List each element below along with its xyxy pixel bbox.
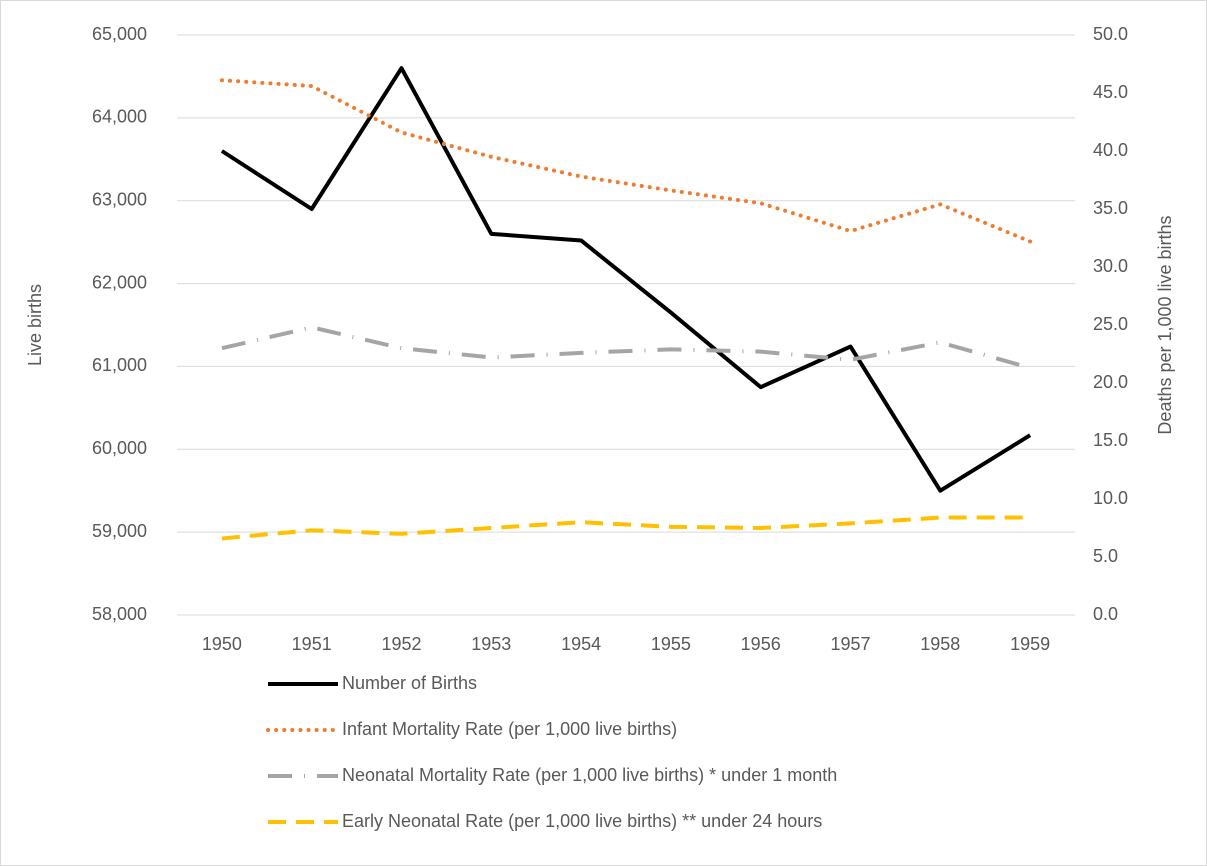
series-line bbox=[220, 66, 1032, 493]
y-tick-label: 64,000 bbox=[92, 107, 147, 127]
y-tick-label: 65,000 bbox=[92, 24, 147, 44]
y2-tick-label: 45.0 bbox=[1093, 82, 1128, 102]
y2-tick-label: 35.0 bbox=[1093, 198, 1128, 218]
legend-label: Number of Births bbox=[342, 673, 477, 693]
y2-tick-label: 30.0 bbox=[1093, 256, 1128, 276]
y2-tick-label: 25.0 bbox=[1093, 314, 1128, 334]
legend-label: Neonatal Mortality Rate (per 1,000 live … bbox=[342, 765, 837, 785]
y-axis-title: Live births bbox=[25, 284, 45, 366]
series-line bbox=[221, 515, 1031, 541]
y2-tick-label: 0.0 bbox=[1093, 604, 1118, 624]
x-tick-label: 1954 bbox=[561, 634, 601, 654]
x-tick-label: 1950 bbox=[202, 634, 242, 654]
x-tick-label: 1959 bbox=[1010, 634, 1050, 654]
x-tick-label: 1952 bbox=[381, 634, 421, 654]
y-tick-label: 60,000 bbox=[92, 438, 147, 458]
y2-tick-label: 5.0 bbox=[1093, 546, 1118, 566]
legend-label: Early Neonatal Rate (per 1,000 live birt… bbox=[342, 811, 822, 831]
x-tick-label: 1955 bbox=[651, 634, 691, 654]
y-tick-label: 59,000 bbox=[92, 521, 147, 541]
x-tick-label: 1953 bbox=[471, 634, 511, 654]
y2-tick-label: 15.0 bbox=[1093, 430, 1128, 450]
y2-tick-label: 10.0 bbox=[1093, 488, 1128, 508]
y-tick-label: 63,000 bbox=[92, 189, 147, 209]
x-tick-label: 1956 bbox=[741, 634, 781, 654]
x-tick-label: 1958 bbox=[920, 634, 960, 654]
y2-tick-label: 50.0 bbox=[1093, 24, 1128, 44]
y2-tick-label: 40.0 bbox=[1093, 140, 1128, 160]
y-tick-label: 58,000 bbox=[92, 604, 147, 624]
x-tick-label: 1951 bbox=[292, 634, 332, 654]
y-tick-label: 62,000 bbox=[92, 272, 147, 292]
legend-label: Infant Mortality Rate (per 1,000 live bi… bbox=[342, 719, 677, 739]
y-tick-label: 61,000 bbox=[92, 355, 147, 375]
series-line bbox=[219, 78, 1033, 244]
x-tick-label: 1957 bbox=[830, 634, 870, 654]
y2-tick-label: 20.0 bbox=[1093, 372, 1128, 392]
series-line bbox=[221, 325, 1031, 370]
y2-axis-title: Deaths per 1,000 live births bbox=[1155, 215, 1175, 434]
